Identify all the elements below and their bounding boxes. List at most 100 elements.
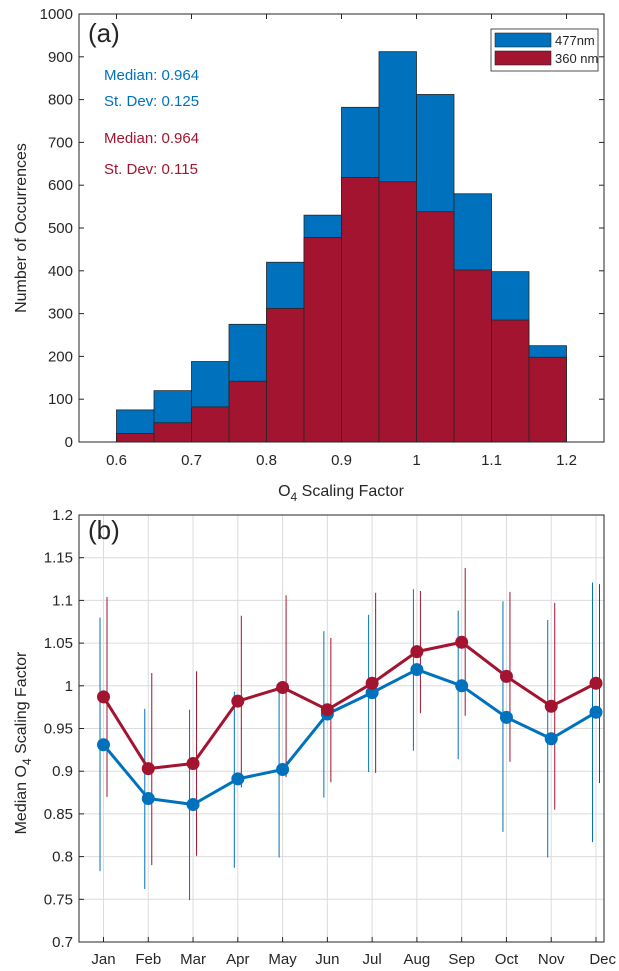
x-tick-label: Feb <box>135 951 161 968</box>
legend-swatch <box>494 32 552 48</box>
panel-a-statistics: Median: 0.964 St. Dev: 0.125 Median: 0.964… <box>104 67 199 178</box>
data-point <box>186 757 200 771</box>
statistic-annotation: St. Dev: 0.125 <box>104 93 199 110</box>
data-point <box>141 762 155 776</box>
y-tick-label: 500 <box>48 220 73 237</box>
y-tick-label: 0.85 <box>44 806 73 823</box>
histogram-bar <box>491 319 530 443</box>
y-tick-label: 1.1 <box>52 592 73 609</box>
series-line <box>102 668 597 807</box>
histogram-bar <box>266 308 305 443</box>
panel-b-series <box>97 567 603 901</box>
histogram-bar <box>341 177 380 443</box>
histogram-bar <box>116 433 155 443</box>
histogram-bar <box>378 181 417 443</box>
x-tick-label: 0.9 <box>331 452 352 469</box>
histogram-bar <box>453 269 492 443</box>
x-tick-label: Sep <box>448 951 475 968</box>
histogram-panel-a: 0.6 0.7 0.8 0.9 1 1.1 1.2 0 100 200 300 400 500 600 70… <box>13 6 605 504</box>
data-point <box>499 669 513 683</box>
y-tick-label: 400 <box>48 263 73 280</box>
statistic-annotation: Median: 0.964 <box>104 130 199 147</box>
data-point <box>455 679 469 693</box>
y-tick-label: 0.7 <box>52 934 73 951</box>
panel-b-ticks: 0.7 0.75 0.8 0.85 0.9 0.95 1 1.05 1.1 1.15 1.2 Jan F… <box>44 507 617 968</box>
y-tick-label: 1.2 <box>52 507 73 524</box>
y-tick-label: 0.95 <box>44 721 73 738</box>
y-tick-label: 0.75 <box>44 891 73 908</box>
panel-a-x-axis-label: O4 Scaling Factor <box>278 483 405 504</box>
y-tick-label: 100 <box>48 391 73 408</box>
data-point <box>97 690 110 704</box>
data-point <box>231 772 245 786</box>
panel-a-bars <box>116 51 567 443</box>
y-tick-label: 800 <box>48 92 73 109</box>
x-tick-label: 0.6 <box>106 452 127 469</box>
panel-a-y-axis-label: Number of Occurrences <box>13 143 30 313</box>
panel-a-label: (a) <box>88 18 120 48</box>
histogram-bar <box>303 237 342 443</box>
data-point <box>544 699 558 713</box>
x-tick-label: 1.2 <box>556 452 577 469</box>
y-tick-label: 0.8 <box>52 849 73 866</box>
statistic-annotation: Median: 0.964 <box>104 67 199 84</box>
x-tick-label: Dec <box>589 951 616 968</box>
histogram-bar <box>416 211 455 443</box>
data-point <box>276 762 290 776</box>
x-tick-label: Mar <box>180 951 206 968</box>
histogram-bar <box>153 422 192 443</box>
monthly-median-panel-b: 0.7 0.75 0.8 0.85 0.9 0.95 1 1.05 1.1 1.15 1.2 Jan F… <box>13 507 616 968</box>
y-tick-label: 1000 <box>40 6 73 23</box>
data-point <box>231 694 245 708</box>
legend-label: 477nm <box>555 33 595 48</box>
y-tick-label: 0 <box>65 434 73 451</box>
x-tick-label: May <box>268 951 297 968</box>
y-tick-label: 1.05 <box>44 635 73 652</box>
x-tick-label: Oct <box>495 951 519 968</box>
y-tick-label: 600 <box>48 177 73 194</box>
x-tick-label: Nov <box>538 951 565 968</box>
y-tick-label: 300 <box>48 306 73 323</box>
x-tick-label: Jun <box>315 951 339 968</box>
data-point <box>410 663 424 677</box>
x-tick-label: 1 <box>412 452 420 469</box>
x-tick-label: Jan <box>91 951 115 968</box>
x-tick-label: 0.8 <box>256 452 277 469</box>
panel-b-grid <box>79 514 604 943</box>
data-point <box>276 681 290 695</box>
data-point <box>186 798 200 812</box>
legend-label: 360 nm <box>555 51 598 66</box>
data-point <box>589 676 603 690</box>
data-point <box>455 635 469 649</box>
panel-a-legend: 477nm 360 nm <box>490 28 599 72</box>
y-tick-label: 900 <box>48 49 73 66</box>
statistic-annotation: St. Dev: 0.115 <box>104 161 198 178</box>
y-tick-label: 700 <box>48 134 73 151</box>
x-tick-label: Apr <box>226 951 249 968</box>
data-point <box>97 738 110 752</box>
x-tick-label: Jul <box>363 951 382 968</box>
series-line <box>102 640 597 771</box>
data-point <box>410 645 424 659</box>
data-point <box>589 705 603 719</box>
histogram-bar <box>191 406 230 443</box>
histogram-bar <box>228 380 267 443</box>
data-point <box>499 710 513 724</box>
x-tick-label: 0.7 <box>181 452 202 469</box>
y-tick-label: 0.9 <box>52 763 73 780</box>
panel-a-ticks: 0.6 0.7 0.8 0.9 1 1.1 1.2 0 100 200 300 400 500 600 70… <box>40 6 605 469</box>
data-point <box>320 703 334 717</box>
data-point <box>365 676 379 690</box>
legend-swatch <box>494 50 552 66</box>
histogram-bar <box>528 356 567 443</box>
y-tick-label: 1 <box>65 678 73 695</box>
y-tick-label: 1.15 <box>44 550 73 567</box>
y-tick-label: 200 <box>48 348 73 365</box>
panel-b-label: (b) <box>88 515 120 545</box>
data-point <box>141 792 155 806</box>
x-tick-label: Aug <box>404 951 431 968</box>
x-tick-label: 1.1 <box>481 452 502 469</box>
panel-b-y-axis-label: Median O4 Scaling Factor <box>13 651 34 834</box>
data-point <box>544 732 558 746</box>
